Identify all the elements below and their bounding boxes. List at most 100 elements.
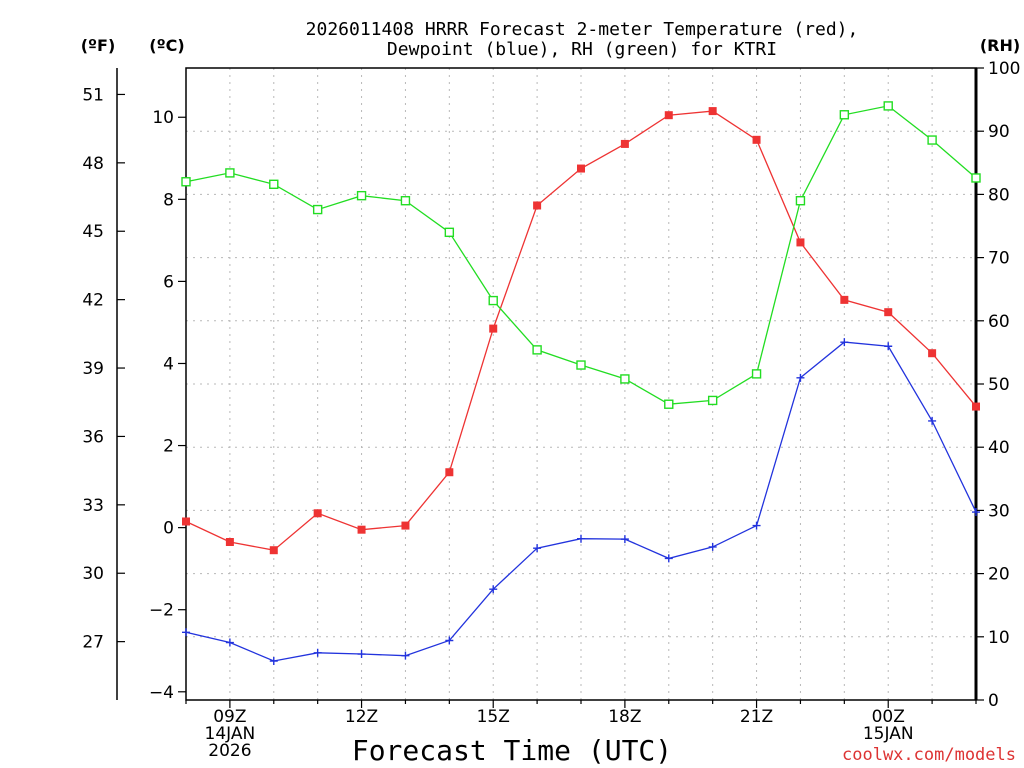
celsius-axis: −4 −2 0 2 4 6 8 10: [149, 108, 186, 703]
celsius-tick-label: −4: [149, 683, 174, 703]
celsius-tick-label: 10: [152, 108, 174, 128]
temperature-point: [401, 521, 410, 530]
temperature-line: [185, 110, 977, 551]
rh-tick-label: 70: [988, 249, 1010, 269]
dewpoint-point: [752, 521, 761, 530]
rh-tick-label: 40: [988, 438, 1010, 458]
chart-title-line2: Dewpoint (blue), RH (green) for KTRI: [387, 39, 777, 60]
rh-point: [883, 101, 893, 111]
dewpoint-point: [489, 585, 498, 594]
temperature-point: [840, 295, 849, 304]
rh-tick-label: 50: [988, 375, 1010, 395]
temperature-point: [752, 135, 761, 144]
x-tick-label: 00Z: [872, 707, 905, 727]
x-tick-label: 14JAN: [205, 724, 256, 744]
rh-point: [664, 399, 674, 409]
dewpoint-point: [357, 650, 366, 659]
fahrenheit-tick-label: 30: [82, 564, 104, 584]
series-group: [181, 101, 981, 666]
celsius-tick-label: −2: [149, 601, 174, 621]
x-tick-label: 15JAN: [863, 724, 914, 744]
temperature-point: [664, 111, 673, 120]
temperature-point: [533, 201, 542, 210]
rh-point: [400, 196, 411, 206]
temperature-point: [796, 238, 805, 247]
x-tick-label: 09Z: [213, 707, 246, 727]
fahrenheit-tick-label: 36: [82, 427, 104, 447]
temperature-point: [620, 139, 629, 148]
temperature-point: [445, 468, 454, 477]
temperature-point: [884, 308, 893, 317]
dewpoint-point: [972, 508, 980, 517]
rh-point: [312, 204, 323, 215]
rh-point: [751, 369, 762, 379]
rh-tick-label: 60: [988, 312, 1010, 332]
dewpoint-point: [928, 416, 937, 425]
fahrenheit-tick-label: 48: [82, 154, 104, 174]
rh-point: [269, 179, 279, 189]
rh-point: [927, 135, 937, 145]
temperature-point: [708, 107, 717, 116]
fahrenheit-tick-label: 45: [82, 222, 104, 242]
rh-line: [185, 105, 977, 405]
rh-point: [444, 227, 455, 238]
grid-lines: [186, 68, 976, 700]
temperature-point: [182, 517, 190, 526]
rh-point: [707, 395, 718, 406]
rh-tick-label: 100: [988, 59, 1020, 79]
dewpoint-point: [182, 628, 190, 637]
chart-title-line1: 2026011408 HRRR Forecast 2-meter Tempera…: [306, 19, 859, 40]
fahrenheit-tick-label: 42: [82, 291, 104, 311]
dewpoint-point: [884, 342, 893, 351]
dewpoint-point: [796, 373, 805, 382]
rh-tick-label: 0: [988, 691, 999, 711]
rh-point: [971, 173, 981, 183]
dewpoint-point: [664, 554, 673, 563]
x-tick-label: 21Z: [740, 707, 773, 727]
dewpoint-point: [840, 338, 849, 347]
temperature-point: [225, 538, 234, 546]
dewpoint-point: [620, 535, 629, 544]
dewpoint-point: [269, 657, 278, 666]
dewpoint-line: [185, 341, 977, 662]
rh-point: [488, 295, 498, 306]
rh-tick-label: 10: [988, 628, 1010, 648]
rh-point: [356, 190, 367, 201]
dewpoint-point: [533, 544, 542, 553]
temperature-point: [928, 349, 937, 358]
fahrenheit-axis: 27 30 33 36 39 42 45 48 51: [82, 85, 125, 653]
rh-point: [795, 196, 806, 206]
rh-point: [839, 110, 850, 120]
rh-point: [620, 374, 630, 384]
x-tick-label: 2026: [208, 741, 251, 761]
celsius-unit-label: (ºC): [149, 36, 184, 55]
celsius-tick-label: 2: [163, 437, 174, 457]
x-tick-label: 18Z: [608, 707, 641, 727]
celsius-tick-label: 8: [163, 190, 174, 210]
dewpoint-point: [401, 651, 410, 660]
temperature-point: [577, 164, 585, 173]
fahrenheit-tick-label: 39: [82, 359, 104, 379]
celsius-tick-label: 4: [163, 354, 174, 374]
rh-point: [532, 345, 542, 355]
temperature-point: [357, 525, 366, 534]
temperature-point: [489, 324, 498, 333]
temperature-point: [269, 546, 278, 555]
x-tick-label: 12Z: [345, 707, 378, 727]
fahrenheit-tick-label: 51: [82, 85, 104, 105]
rh-unit-label: (RH): [980, 36, 1020, 55]
rh-point: [181, 177, 191, 187]
dewpoint-point: [577, 534, 585, 543]
rh-axis: 0 10 20 30 40 50 60 70 80 90 100: [976, 59, 1020, 711]
dewpoint-point: [313, 648, 322, 657]
fahrenheit-tick-label: 33: [82, 496, 104, 516]
rh-tick-label: 20: [988, 565, 1010, 585]
dewpoint-point: [708, 542, 717, 551]
fahrenheit-unit-label: (ºF): [81, 36, 116, 55]
celsius-tick-label: 0: [163, 519, 174, 539]
dewpoint-point: [445, 636, 454, 645]
celsius-tick-label: 6: [163, 272, 174, 292]
watermark: coolwx.com/models: [842, 745, 1016, 765]
